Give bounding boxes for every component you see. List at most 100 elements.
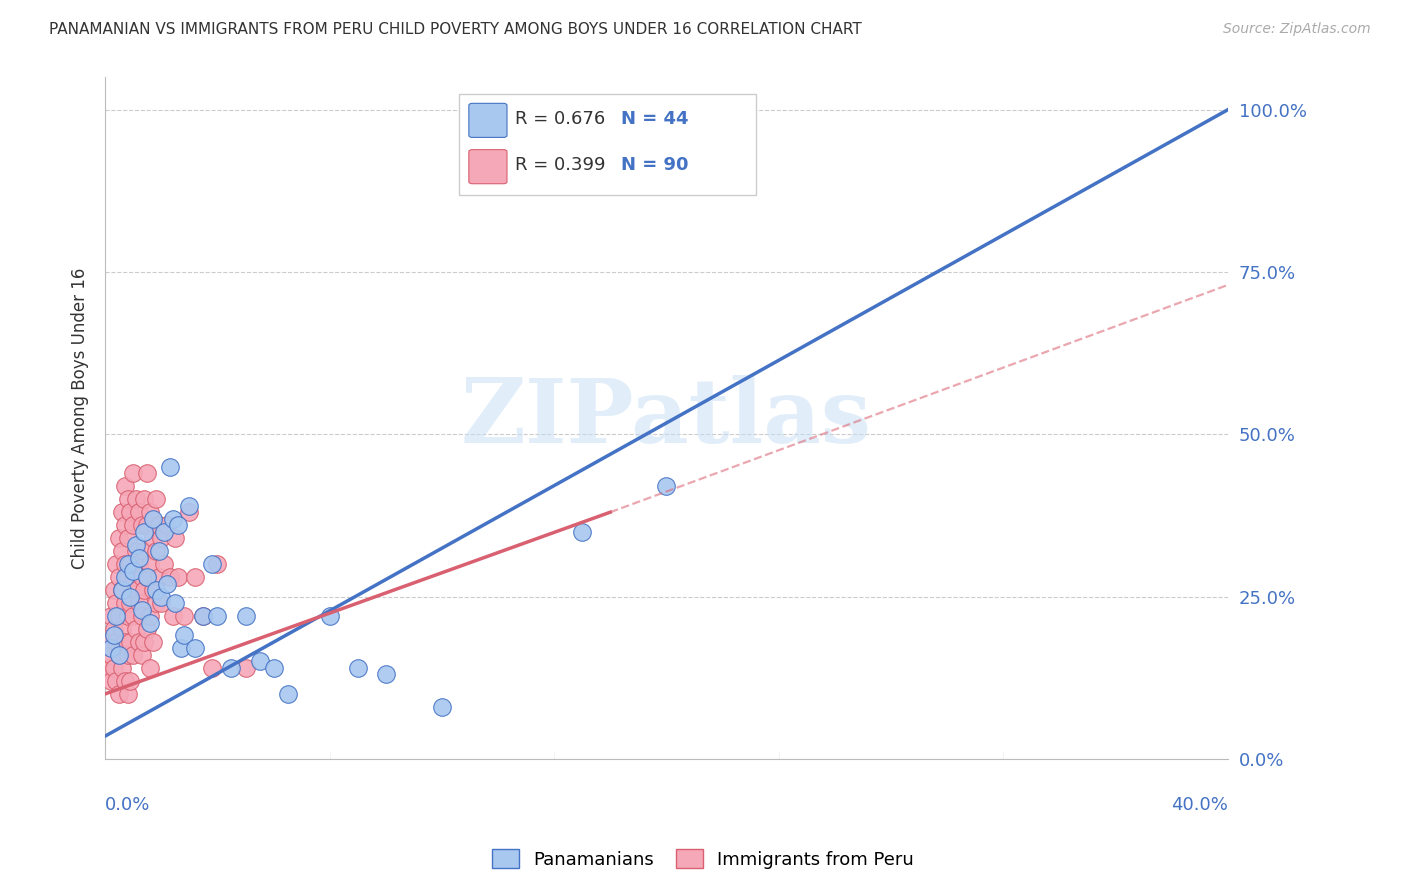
- Point: [125, 492, 148, 507]
- Point: [114, 479, 136, 493]
- Point: [221, 661, 243, 675]
- Point: [97, 661, 120, 675]
- Point: [139, 615, 162, 630]
- Point: [150, 596, 173, 610]
- Point: [128, 557, 150, 571]
- Point: [128, 550, 150, 565]
- Point: [139, 661, 162, 675]
- Point: [100, 641, 122, 656]
- Point: [120, 673, 142, 688]
- Point: [122, 564, 145, 578]
- Point: [114, 635, 136, 649]
- Point: [142, 635, 165, 649]
- Point: [153, 524, 176, 539]
- Point: [97, 635, 120, 649]
- Point: [117, 492, 139, 507]
- Point: [131, 609, 153, 624]
- Point: [148, 518, 170, 533]
- Point: [159, 570, 181, 584]
- Y-axis label: Child Poverty Among Boys Under 16: Child Poverty Among Boys Under 16: [72, 268, 89, 569]
- Point: [235, 609, 257, 624]
- Point: [134, 492, 156, 507]
- Point: [103, 661, 125, 675]
- Point: [136, 467, 159, 481]
- Point: [120, 590, 142, 604]
- Point: [103, 583, 125, 598]
- Point: [165, 531, 187, 545]
- Point: [128, 505, 150, 519]
- Text: N = 44: N = 44: [621, 110, 689, 128]
- Point: [131, 648, 153, 662]
- Point: [105, 673, 128, 688]
- Point: [122, 648, 145, 662]
- FancyBboxPatch shape: [468, 150, 508, 184]
- Point: [167, 570, 190, 584]
- Point: [142, 531, 165, 545]
- Point: [170, 641, 193, 656]
- Point: [114, 596, 136, 610]
- Point: [131, 518, 153, 533]
- Point: [108, 609, 131, 624]
- Point: [111, 661, 134, 675]
- Point: [142, 511, 165, 525]
- Point: [153, 557, 176, 571]
- Point: [122, 467, 145, 481]
- Point: [125, 544, 148, 558]
- Text: R = 0.676: R = 0.676: [515, 110, 605, 128]
- Point: [131, 570, 153, 584]
- FancyBboxPatch shape: [458, 95, 756, 195]
- Point: [125, 583, 148, 598]
- Point: [184, 641, 207, 656]
- Point: [150, 531, 173, 545]
- Point: [150, 590, 173, 604]
- Point: [277, 687, 299, 701]
- Point: [128, 596, 150, 610]
- Text: ZIPatlas: ZIPatlas: [461, 375, 872, 462]
- Point: [111, 583, 134, 598]
- Text: R = 0.399: R = 0.399: [515, 156, 606, 174]
- Point: [136, 570, 159, 584]
- Point: [134, 544, 156, 558]
- Legend: Panamanians, Immigrants from Peru: Panamanians, Immigrants from Peru: [485, 842, 921, 876]
- Point: [117, 687, 139, 701]
- Point: [108, 531, 131, 545]
- Point: [235, 661, 257, 675]
- Point: [139, 609, 162, 624]
- Point: [134, 524, 156, 539]
- Point: [346, 661, 368, 675]
- Point: [108, 648, 131, 662]
- Point: [139, 505, 162, 519]
- Point: [571, 524, 593, 539]
- Point: [318, 609, 340, 624]
- Point: [114, 557, 136, 571]
- Point: [114, 570, 136, 584]
- Point: [136, 518, 159, 533]
- Point: [117, 570, 139, 584]
- Point: [193, 609, 215, 624]
- Point: [122, 609, 145, 624]
- Point: [162, 511, 184, 525]
- Point: [207, 557, 229, 571]
- Point: [173, 628, 195, 642]
- Point: [108, 648, 131, 662]
- Point: [111, 622, 134, 636]
- Text: N = 90: N = 90: [621, 156, 689, 174]
- Point: [142, 583, 165, 598]
- Point: [148, 570, 170, 584]
- Point: [193, 609, 215, 624]
- Point: [120, 505, 142, 519]
- Point: [125, 538, 148, 552]
- Point: [105, 557, 128, 571]
- Point: [162, 609, 184, 624]
- Point: [128, 635, 150, 649]
- Point: [165, 596, 187, 610]
- Point: [103, 628, 125, 642]
- Point: [122, 570, 145, 584]
- Point: [134, 635, 156, 649]
- Point: [120, 635, 142, 649]
- Point: [374, 667, 396, 681]
- Text: 0.0%: 0.0%: [105, 797, 150, 814]
- Point: [179, 499, 201, 513]
- Point: [139, 557, 162, 571]
- Point: [122, 518, 145, 533]
